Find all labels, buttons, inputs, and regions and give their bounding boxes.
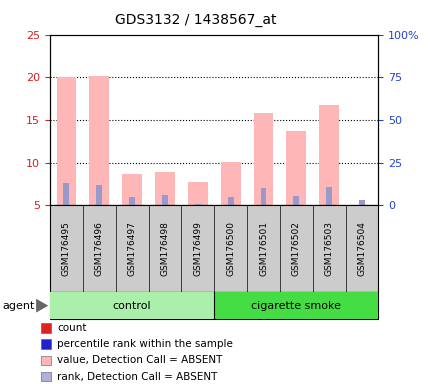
Text: percentile rank within the sample: percentile rank within the sample (57, 339, 233, 349)
Bar (260, 189, 266, 205)
Bar (129, 197, 135, 205)
Bar (89, 76, 109, 205)
Text: agent: agent (2, 301, 34, 311)
Text: count: count (57, 323, 87, 333)
Text: GSM176499: GSM176499 (193, 221, 202, 276)
Text: GSM176498: GSM176498 (160, 221, 169, 276)
Bar (161, 195, 168, 205)
Bar (227, 197, 233, 205)
Text: GSM176502: GSM176502 (291, 221, 300, 276)
Bar (220, 162, 240, 205)
Bar (56, 77, 76, 205)
Bar (286, 131, 306, 205)
Text: cigarette smoke: cigarette smoke (251, 301, 341, 311)
Bar (187, 182, 207, 205)
Text: rank, Detection Call = ABSENT: rank, Detection Call = ABSENT (57, 371, 217, 382)
Bar (358, 200, 364, 205)
Bar (96, 185, 102, 205)
Text: GSM176503: GSM176503 (324, 221, 333, 276)
Text: GDS3132 / 1438567_at: GDS3132 / 1438567_at (115, 13, 276, 27)
Bar (122, 174, 141, 205)
Text: value, Detection Call = ABSENT: value, Detection Call = ABSENT (57, 355, 222, 366)
Text: control: control (112, 301, 151, 311)
Bar (319, 106, 338, 205)
Bar (293, 196, 299, 205)
Text: GSM176500: GSM176500 (226, 221, 235, 276)
Bar (253, 113, 273, 205)
Text: GSM176501: GSM176501 (258, 221, 267, 276)
Text: GSM176495: GSM176495 (62, 221, 71, 276)
Text: GSM176496: GSM176496 (95, 221, 104, 276)
Bar (326, 187, 332, 205)
Text: GSM176504: GSM176504 (357, 221, 366, 276)
Bar (194, 204, 201, 205)
Bar (63, 183, 69, 205)
Bar (155, 172, 174, 205)
Text: GSM176497: GSM176497 (127, 221, 136, 276)
